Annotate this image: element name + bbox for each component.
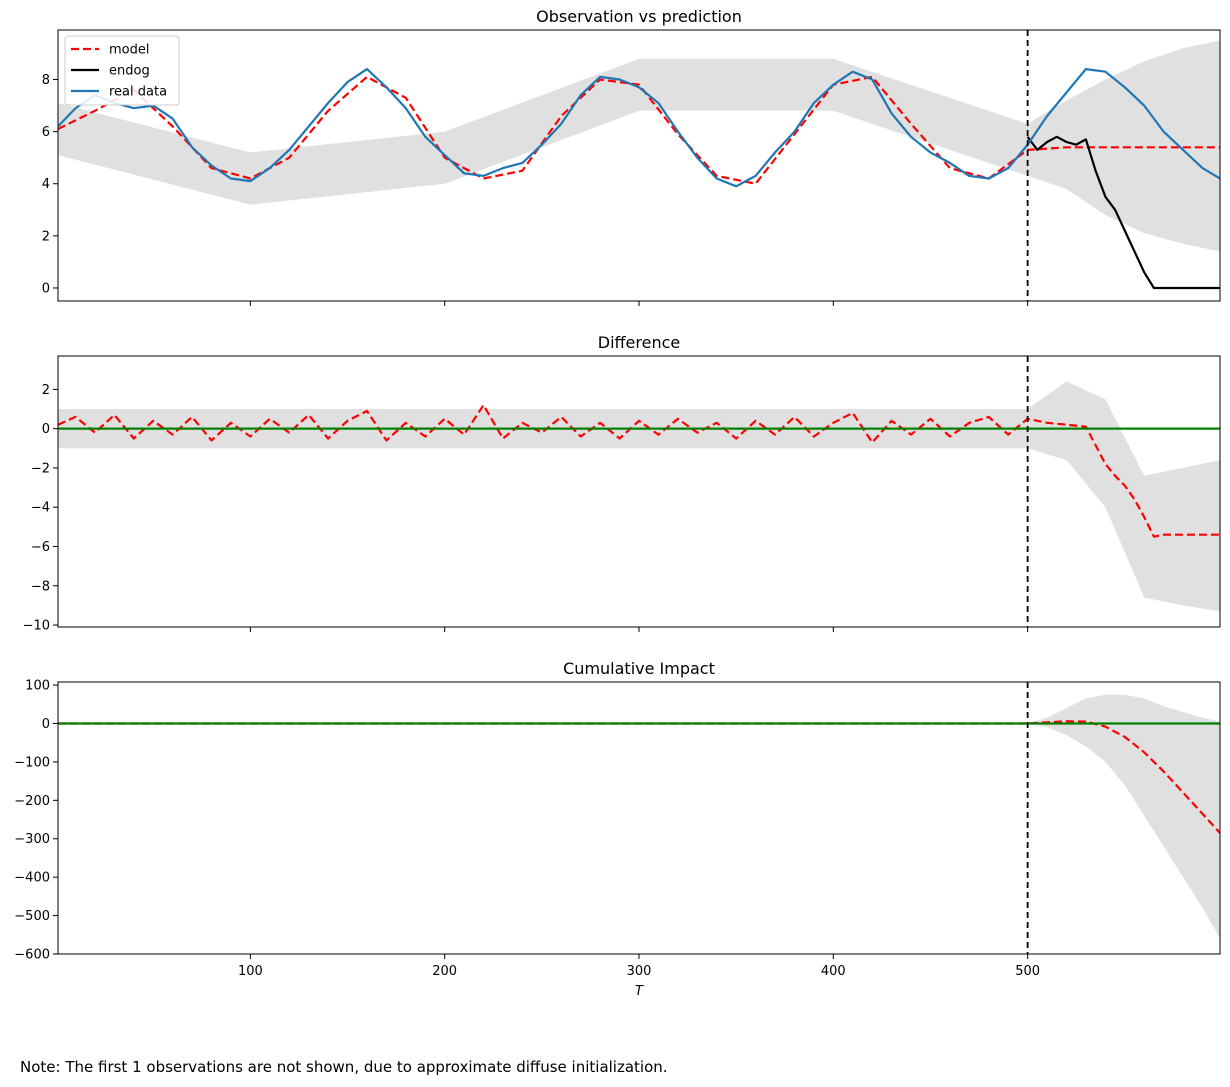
xtick-label: 400 — [821, 964, 846, 979]
confidence-band — [58, 40, 1220, 252]
legend-label-endog: endog — [109, 64, 150, 79]
ytick-label: −400 — [14, 871, 50, 886]
ytick-label: −300 — [14, 832, 50, 847]
ytick-label: 2 — [42, 383, 50, 398]
legend-box — [64, 35, 180, 106]
ytick-label: 2 — [42, 229, 50, 244]
ytick-label: 0 — [42, 717, 50, 732]
ytick-label: 6 — [42, 125, 50, 140]
xtick-label: 500 — [1015, 964, 1040, 979]
legend-label-real-data: real data — [109, 85, 167, 100]
ytick-label: −4 — [31, 501, 50, 516]
series-line-model — [58, 75, 1220, 185]
ytick-label: 0 — [42, 422, 50, 437]
ytick-label: 4 — [42, 177, 50, 192]
plot-area — [58, 381, 1220, 612]
ytick-label: 100 — [25, 679, 50, 694]
ytick-label: −500 — [14, 909, 50, 924]
ytick-label: −10 — [23, 619, 50, 634]
xtick-label: 200 — [432, 964, 457, 979]
ytick-label: −100 — [14, 755, 50, 770]
xtick-label: 300 — [627, 964, 652, 979]
ytick-label: 8 — [42, 73, 50, 88]
ytick-label: −200 — [14, 794, 50, 809]
panel-cumulative-impact: −600 −500 −400 −300 −200 −100 0 100 100 200 300 400… — [14, 659, 1221, 999]
xtick-label: 100 — [238, 964, 263, 979]
panel-title: Difference — [598, 333, 680, 352]
plot-area — [58, 40, 1220, 290]
series-line-endog — [1026, 135, 1220, 290]
panel-title: Observation vs prediction — [536, 7, 742, 26]
ytick-label: −8 — [31, 579, 50, 594]
footnote: Note: The first 1 observations are not s… — [20, 1058, 668, 1076]
series-line-cumulative-impact — [58, 720, 1220, 834]
x-axis-label: T — [635, 984, 644, 999]
ytick-label: −600 — [14, 948, 50, 963]
ytick-label: −2 — [31, 461, 50, 476]
panel-difference: −10 −8 −6 −4 −2 0 2 Difference — [23, 333, 1221, 634]
ytick-label: 0 — [42, 281, 50, 296]
confidence-band — [58, 381, 1220, 612]
plot-area — [58, 694, 1220, 939]
ytick-label: −6 — [31, 540, 50, 555]
panel-observation-vs-prediction: 0 2 4 6 8 Observation vs prediction model endog… — [42, 7, 1221, 306]
confidence-band — [58, 694, 1220, 939]
panel-title: Cumulative Impact — [563, 659, 715, 678]
legend-label-model: model — [109, 43, 149, 58]
